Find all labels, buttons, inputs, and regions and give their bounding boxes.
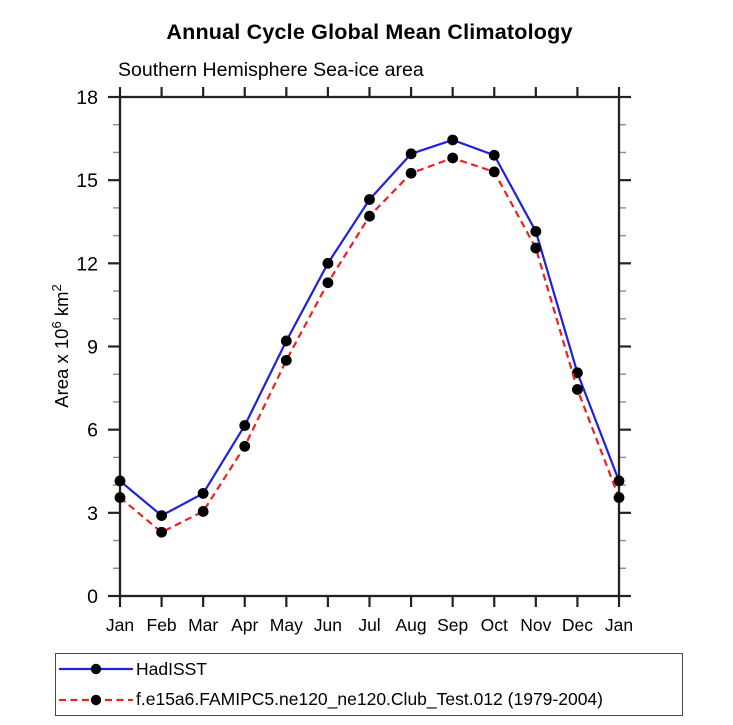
x-tick-label: Mar	[188, 615, 218, 635]
x-tick-label: Sep	[437, 615, 468, 635]
legend-item-hadisst: HadISST	[56, 654, 682, 685]
data-point-marker	[572, 367, 583, 379]
data-point-marker	[322, 257, 334, 269]
chart-title: Annual Cycle Global Mean Climatology	[166, 20, 573, 44]
x-tick-label: Jul	[358, 615, 380, 635]
y-axis-label-text: Area x 10	[51, 329, 72, 408]
x-tick-label: Aug	[396, 615, 427, 635]
data-point-marker	[114, 492, 126, 503]
data-point-marker	[447, 134, 459, 146]
data-point-marker	[530, 226, 542, 237]
data-point-marker	[572, 384, 583, 395]
data-point-marker	[197, 488, 209, 499]
legend-marker-0	[90, 664, 102, 675]
data-point-marker	[239, 420, 251, 431]
data-point-marker	[488, 149, 500, 161]
legend-line-sample-model	[59, 694, 133, 705]
x-tick-label: Feb	[147, 615, 177, 635]
data-point-marker	[156, 510, 167, 522]
y-axis-label-superscript: 2	[49, 284, 64, 291]
x-tick-label: Oct	[481, 615, 508, 635]
legend-box: HadISST f.e15a6.FAMIPC5.ne120_ne120.Club…	[55, 653, 683, 716]
y-tick-label: 15	[76, 170, 98, 192]
y-tick-label: 9	[87, 337, 98, 359]
legend-label-model: f.e15a6.FAMIPC5.ne120_ne120.Club_Test.01…	[136, 689, 603, 710]
data-point-marker	[156, 526, 167, 538]
data-point-marker	[613, 475, 625, 487]
data-point-marker	[405, 167, 417, 179]
data-point-marker	[322, 277, 334, 289]
y-tick-label: 3	[87, 503, 98, 525]
x-tick-label: Nov	[520, 615, 551, 635]
data-point-marker	[364, 194, 375, 205]
y-tick-label: 6	[87, 420, 98, 442]
data-point-marker	[197, 506, 209, 517]
x-tick-label: May	[270, 615, 303, 635]
legend-marker-1	[90, 694, 102, 705]
data-point-marker	[447, 152, 459, 164]
x-tick-label: Apr	[231, 615, 258, 635]
chart-subtitle: Southern Hemisphere Sea-ice area	[118, 59, 424, 81]
data-point-marker	[280, 335, 292, 347]
y-tick-label: 12	[76, 253, 98, 275]
x-tick-label: Jan	[605, 615, 633, 635]
data-point-marker	[114, 475, 126, 487]
y-axis-label-superscript: 6	[49, 321, 64, 328]
legend-item-model: f.e15a6.FAMIPC5.ne120_ne120.Club_Test.01…	[56, 685, 682, 716]
legend-line-sample-hadisst	[59, 664, 133, 675]
data-point-marker	[530, 242, 542, 254]
y-tick-label: 18	[76, 87, 98, 109]
legend-label-hadisst: HadISST	[136, 658, 207, 679]
data-point-marker	[364, 210, 375, 222]
data-point-marker	[613, 492, 625, 503]
x-tick-label: Dec	[562, 615, 593, 635]
plot-frame	[118, 95, 621, 598]
data-point-marker	[488, 166, 500, 178]
data-point-marker	[239, 440, 251, 452]
y-axis-label: Area x 106 km2	[49, 284, 72, 407]
y-axis-label-text: km	[51, 292, 72, 322]
x-tick-label: Jan	[106, 615, 134, 635]
y-tick-label: 0	[87, 586, 98, 608]
x-tick-label: Jun	[314, 615, 342, 635]
data-point-marker	[280, 354, 292, 366]
data-point-marker	[405, 148, 417, 160]
